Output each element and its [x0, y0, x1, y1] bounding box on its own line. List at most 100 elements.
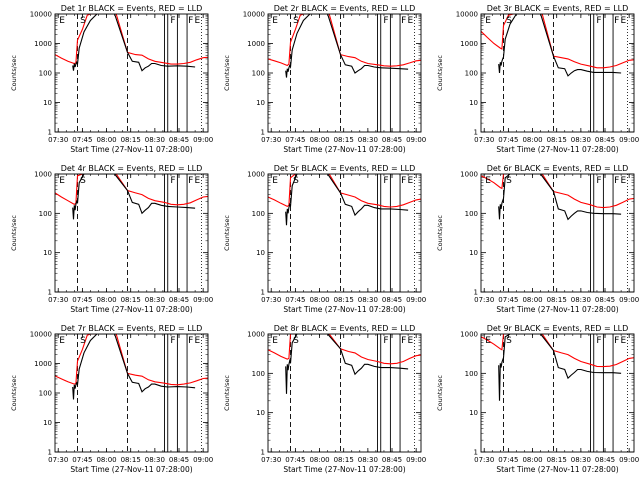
y-tick-label: 100	[39, 390, 52, 398]
plot-frame	[267, 333, 422, 453]
chart-panel: Det 9r BLACK = Events, RED = LLD Counts/s…	[436, 324, 639, 474]
flag-letter: F	[596, 16, 601, 26]
series-line-lld	[268, 14, 421, 67]
x-tick-label: 07:45	[498, 296, 518, 304]
x-tick-label: 09:00	[619, 456, 639, 464]
y-tick-label: 1	[48, 289, 52, 297]
flag-letter: S	[506, 176, 512, 186]
flag-letter: E	[408, 176, 414, 186]
flag-letter: E	[621, 336, 627, 346]
flag-letter: E	[485, 176, 491, 186]
plot-area	[481, 334, 634, 452]
x-tick-label: 07:30	[261, 296, 281, 304]
flag-letter: S	[80, 176, 86, 186]
flag-letter: S	[293, 336, 299, 346]
series-line-lld	[55, 174, 208, 206]
x-tick-label: 07:30	[48, 136, 68, 144]
x-tick-label: 08:00	[522, 136, 542, 144]
y-tick-label: 1000	[247, 40, 265, 48]
plot-area	[55, 14, 208, 132]
flag-letter: F	[614, 16, 619, 26]
x-tick-label: 08:15	[121, 456, 141, 464]
plot-area	[268, 14, 421, 132]
flag-letter: E	[272, 336, 278, 346]
series-line-lld	[55, 14, 208, 65]
y-tick-label: 10	[43, 419, 52, 427]
plot-frame	[54, 13, 209, 133]
x-tick-label: 08:00	[96, 296, 116, 304]
y-tick-label: 1000	[34, 171, 52, 179]
x-axis-label: Start Time (27-Nov-11 07:28:00)	[283, 145, 405, 154]
plot-area	[268, 174, 421, 292]
y-axis-label: Counts/sec	[10, 375, 18, 411]
plot-frame	[480, 173, 635, 293]
x-axis-label: Start Time (27-Nov-11 07:28:00)	[496, 145, 618, 154]
series-line-lld	[481, 14, 634, 69]
chart-panel: Det 5r BLACK = Events, RED = LLD Counts/s…	[223, 164, 426, 314]
y-tick-label: 10	[256, 99, 265, 107]
y-tick-label: 1	[48, 449, 52, 457]
flag-letter: F	[188, 336, 193, 346]
x-axis-label: Start Time (27-Nov-11 07:28:00)	[283, 305, 405, 314]
x-axis-label: Start Time (27-Nov-11 07:28:00)	[70, 465, 192, 474]
y-tick-label: 100	[465, 370, 478, 378]
y-axis-label: Counts/sec	[436, 375, 444, 411]
y-axis-label: Counts/sec	[10, 55, 18, 91]
chart-panel: Det 6r BLACK = Events, RED = LLD Counts/s…	[436, 164, 639, 314]
plot-area	[481, 174, 634, 292]
series-line-events	[72, 174, 196, 220]
series-line-lld	[481, 174, 634, 209]
flag-letter: F	[170, 336, 175, 346]
flag-letter: E	[59, 176, 65, 186]
chart-title: Det 9r BLACK = Events, RED = LLD	[487, 324, 629, 333]
flag-letter: E	[621, 176, 627, 186]
x-tick-label: 08:45	[382, 136, 402, 144]
flag-letter: F	[188, 16, 193, 26]
y-tick-label: 100	[252, 370, 265, 378]
flag-letter: F	[383, 176, 388, 186]
chart-panel: Det 7r BLACK = Events, RED = LLD Counts/s…	[10, 324, 213, 474]
flag-letter: S	[80, 336, 86, 346]
y-tick-label: 10000	[456, 11, 478, 19]
y-axis-label: Counts/sec	[223, 375, 231, 411]
y-tick-label: 10	[469, 99, 478, 107]
flag-letter: F	[383, 336, 388, 346]
y-tick-label: 1000	[460, 40, 478, 48]
x-tick-label: 08:00	[309, 136, 329, 144]
plot-frame	[54, 333, 209, 453]
x-tick-label: 08:30	[358, 136, 378, 144]
x-tick-label: 08:30	[571, 456, 591, 464]
plot-frame	[267, 173, 422, 293]
chart-panel: Det 2r BLACK = Events, RED = LLD Counts/s…	[223, 4, 426, 154]
x-axis-label: Start Time (27-Nov-11 07:28:00)	[283, 465, 405, 474]
flag-letter: S	[506, 336, 512, 346]
x-tick-label: 07:45	[498, 456, 518, 464]
y-tick-label: 100	[39, 70, 52, 78]
series-line-lld	[268, 174, 421, 208]
chart-title: Det 1r BLACK = Events, RED = LLD	[61, 4, 203, 13]
plot-area	[55, 334, 208, 452]
y-tick-label: 10	[469, 409, 478, 417]
y-axis-label: Counts/sec	[223, 215, 231, 251]
chart-title: Det 5r BLACK = Events, RED = LLD	[274, 164, 416, 173]
plot-frame	[267, 13, 422, 133]
x-tick-label: 07:45	[285, 136, 305, 144]
y-axis-label: Counts/sec	[436, 215, 444, 251]
flag-letter: F	[401, 336, 406, 346]
y-tick-label: 1000	[34, 40, 52, 48]
x-tick-label: 09:00	[406, 456, 426, 464]
flag-letter: E	[621, 16, 627, 26]
x-tick-label: 08:30	[571, 296, 591, 304]
series-line-events	[285, 334, 409, 394]
x-tick-label: 08:15	[547, 456, 567, 464]
y-tick-label: 10	[256, 409, 265, 417]
y-tick-label: 1	[474, 129, 478, 137]
chart-panel: Det 4r BLACK = Events, RED = LLD Counts/s…	[10, 164, 213, 314]
y-tick-label: 10000	[30, 331, 52, 339]
series-line-events	[72, 14, 196, 72]
x-tick-label: 07:30	[261, 456, 281, 464]
flag-letter: S	[80, 16, 86, 26]
chart-title: Det 3r BLACK = Events, RED = LLD	[487, 4, 629, 13]
x-tick-label: 08:45	[595, 296, 615, 304]
